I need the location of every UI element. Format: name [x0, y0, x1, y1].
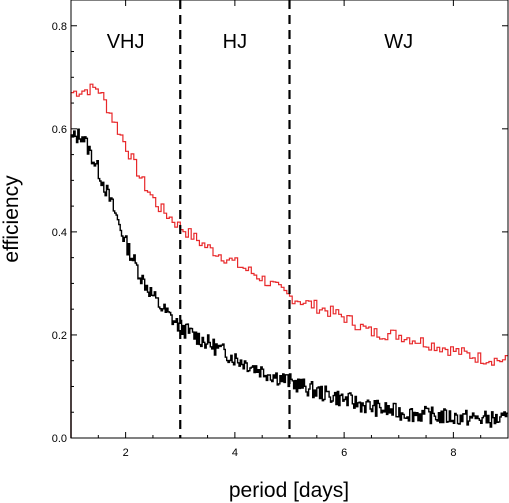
x-tick-label: 2 [123, 447, 129, 459]
y-axis-title: efficiency [0, 175, 23, 263]
region-label-hj: HJ [223, 31, 247, 53]
tick-layer: 2 4 6 8 0.0 0.2 0.4 0.6 0.8 [52, 0, 508, 459]
divider-layer [179, 0, 291, 438]
x-tick-label: 4 [232, 447, 238, 459]
y-tick-label: 0.0 [52, 433, 67, 445]
x-tick-label: 8 [450, 447, 456, 459]
x-tick-label: 6 [341, 447, 347, 459]
series-layer [70, 83, 508, 438]
series-line-black [70, 128, 508, 438]
y-tick-label: 0.8 [52, 21, 67, 33]
y-tick-label: 0.2 [52, 330, 67, 342]
region-label-layer: VHJ HJ WJ [107, 31, 413, 53]
series-line-red [70, 83, 508, 438]
region-label-vhj: VHJ [107, 31, 145, 53]
y-tick-label: 0.6 [52, 124, 67, 136]
y-tick-label: 0.4 [52, 227, 67, 239]
x-axis-title: period [days] [229, 479, 349, 502]
region-label-wj: WJ [384, 31, 413, 53]
